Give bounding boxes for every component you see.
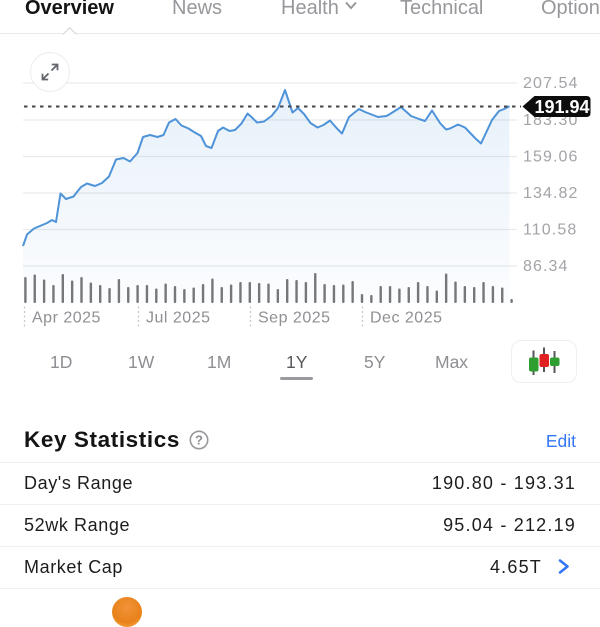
svg-text:159.06: 159.06 bbox=[523, 149, 579, 166]
svg-text:Jul 2025: Jul 2025 bbox=[146, 310, 211, 327]
svg-text:191.94: 191.94 bbox=[534, 97, 589, 117]
svg-text:Dec 2025: Dec 2025 bbox=[370, 310, 443, 327]
svg-text:110.58: 110.58 bbox=[523, 222, 577, 239]
svg-text:Sep 2025: Sep 2025 bbox=[258, 310, 331, 327]
svg-text:86.34: 86.34 bbox=[523, 258, 569, 275]
svg-text:?: ? bbox=[195, 432, 203, 447]
svg-text:Apr 2025: Apr 2025 bbox=[32, 310, 101, 327]
svg-text:134.82: 134.82 bbox=[523, 185, 579, 202]
svg-text:207.54: 207.54 bbox=[523, 75, 579, 92]
